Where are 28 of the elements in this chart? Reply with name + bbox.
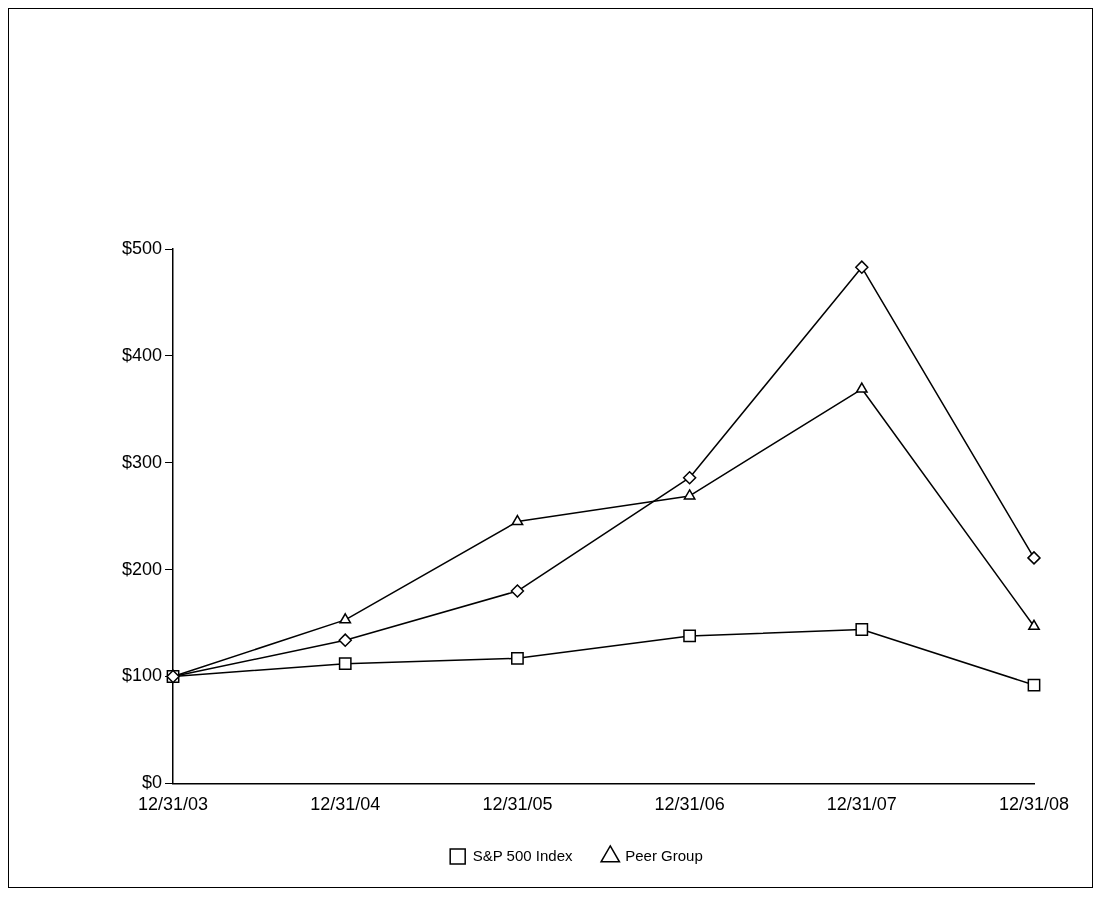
legend-label: S&P 500 Index xyxy=(472,846,573,864)
point xyxy=(855,260,869,274)
x-tick-label: 12/31/05 xyxy=(482,794,553,815)
x-tick-label: 12/31/04 xyxy=(310,794,381,815)
y-tick-label: $400 xyxy=(122,344,163,365)
y-tick-label: $0 xyxy=(142,772,163,793)
legend-label: Peer Group xyxy=(625,846,703,864)
point xyxy=(338,633,352,647)
point xyxy=(855,382,868,393)
y-tick-label: $200 xyxy=(122,558,163,579)
point xyxy=(855,623,869,636)
x-tick-label: 12/31/07 xyxy=(826,794,897,815)
point xyxy=(338,657,352,671)
x-tick-label: 12/31/06 xyxy=(654,794,725,815)
point xyxy=(1028,619,1040,631)
point xyxy=(510,584,525,598)
point xyxy=(1027,551,1041,565)
x-tick-label: 12/31/03 xyxy=(138,794,209,815)
point xyxy=(339,613,352,624)
y-tick-label: $500 xyxy=(122,237,163,258)
point xyxy=(511,651,524,665)
point xyxy=(511,514,524,526)
point xyxy=(683,489,696,500)
x-tick-label: 12/31/08 xyxy=(998,794,1070,815)
y-tick-label: $100 xyxy=(122,665,163,686)
point xyxy=(683,629,697,643)
point xyxy=(682,470,697,485)
y-tick-label: $300 xyxy=(122,451,163,472)
